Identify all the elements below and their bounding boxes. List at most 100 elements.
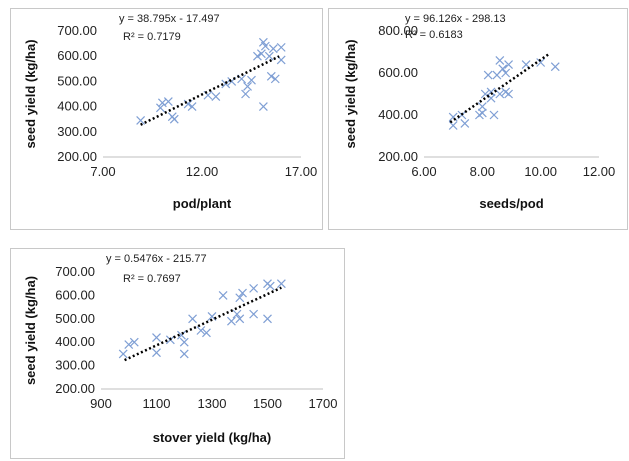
data-point — [460, 118, 470, 128]
data-point-stroke — [489, 110, 499, 120]
chart-panel-stover-yield: 200.00 300.00 400.00 500.00 600.00 700.00 900 1… — [10, 248, 345, 459]
data-point — [477, 102, 487, 112]
data-point-stroke — [243, 82, 252, 91]
data-point — [265, 281, 275, 291]
data-point-stroke — [550, 62, 560, 72]
data-point-stroke — [241, 89, 250, 99]
data-point — [249, 309, 259, 319]
data-point — [501, 68, 511, 78]
data-point-stroke — [136, 116, 146, 125]
data-point-stroke — [249, 309, 259, 319]
data-point — [268, 44, 278, 54]
data-point — [276, 42, 286, 52]
data-point-stroke — [155, 103, 165, 113]
data-point-stroke — [179, 349, 189, 359]
data-point-stroke — [221, 79, 231, 89]
data-point-stroke — [480, 89, 490, 99]
data-point — [264, 51, 274, 61]
data-point-stroke — [118, 349, 128, 359]
data-point — [169, 114, 179, 124]
y-tick-label: 400.00 — [378, 107, 418, 122]
data-point-stroke — [521, 60, 531, 70]
data-point — [235, 314, 245, 324]
data-point — [498, 64, 508, 74]
chart-panel-pod-plant: 200.00 300.00 400.00 500.00 600.00 700.00 7.00… — [10, 8, 323, 230]
data-point-stroke — [253, 51, 262, 61]
data-point — [227, 316, 236, 326]
data-point-stroke — [196, 326, 206, 335]
data-point-stroke — [218, 290, 228, 300]
data-point — [221, 79, 231, 89]
data-point — [253, 51, 262, 61]
y-tick-label: 500.00 — [55, 311, 95, 326]
y-axis-title: seed yield (kg/ha) — [23, 276, 38, 385]
data-point-stroke — [486, 93, 496, 103]
data-point-stroke — [264, 51, 274, 61]
chart-panel-seeds-pod: 200.00 400.00 600.00 800.00 6.00 8.00 10.00 12.… — [328, 8, 628, 230]
data-point — [235, 293, 245, 303]
data-point — [202, 328, 211, 338]
data-point — [483, 70, 493, 80]
data-point — [263, 314, 272, 324]
data-point-stroke — [270, 74, 280, 84]
x-tick-label: 1300 — [198, 396, 227, 411]
data-point — [504, 89, 514, 99]
trendline-r-squared: R² = 0.7697 — [123, 273, 181, 285]
data-point — [179, 337, 189, 347]
y-tick-label: 700.00 — [55, 264, 95, 279]
data-point — [124, 340, 134, 349]
x-tick-label: 1500 — [253, 396, 282, 411]
y-tick-label: 600.00 — [57, 48, 97, 63]
data-point — [270, 74, 280, 84]
trendline-equation: y = 0.5476x - 215.77 — [106, 253, 207, 265]
y-tick-label: 700.00 — [57, 23, 97, 38]
x-axis-title: seeds/pod — [479, 196, 543, 211]
data-point-stroke — [235, 314, 245, 324]
y-tick-label: 200.00 — [57, 149, 97, 164]
y-tick-label: 400.00 — [57, 99, 97, 114]
data-point — [163, 97, 173, 106]
data-point — [129, 337, 139, 347]
data-point-stroke — [448, 121, 458, 130]
data-point — [218, 290, 228, 300]
data-point-stroke — [486, 87, 496, 97]
data-point-stroke — [232, 309, 242, 319]
y-tick-label: 400.00 — [55, 334, 95, 349]
y-tick-label: 500.00 — [57, 73, 97, 88]
x-tick-label: 1700 — [309, 396, 338, 411]
y-tick-label: 300.00 — [55, 358, 95, 373]
data-point — [211, 92, 221, 101]
data-point — [495, 89, 505, 99]
x-tick-label: 12.00 — [186, 164, 219, 179]
data-point-stroke — [501, 68, 511, 78]
data-point-stroke — [504, 60, 514, 70]
data-point-stroke — [207, 312, 217, 321]
data-point-stroke — [238, 288, 247, 298]
data-point-stroke — [163, 97, 173, 106]
data-point-stroke — [268, 44, 278, 54]
x-tick-label: 900 — [90, 396, 112, 411]
data-point-stroke — [129, 337, 139, 347]
data-point — [232, 309, 242, 319]
x-tick-label: 6.00 — [411, 164, 436, 179]
data-point — [266, 71, 276, 81]
data-point-stroke — [235, 293, 245, 303]
data-point-stroke — [258, 37, 268, 47]
data-point-stroke — [477, 102, 487, 112]
y-axis-title: seed yield (kg/ha) — [23, 39, 38, 148]
y-tick-label: 600.00 — [55, 287, 95, 302]
x-tick-label: 12.00 — [583, 164, 616, 179]
data-point — [258, 102, 268, 112]
x-axis-title: stover yield (kg/ha) — [153, 430, 271, 445]
data-point — [188, 314, 197, 324]
data-point — [550, 62, 560, 72]
scatter-chart-seeds-pod: 200.00 400.00 600.00 800.00 6.00 8.00 10.00 12.… — [343, 13, 616, 211]
x-tick-label: 1100 — [143, 396, 171, 411]
data-point — [276, 279, 286, 289]
x-tick-label: 10.00 — [524, 164, 557, 179]
trendline — [449, 52, 551, 124]
y-tick-label: 200.00 — [55, 381, 95, 396]
data-point — [448, 121, 458, 130]
data-point-stroke — [504, 89, 514, 99]
data-point — [504, 60, 514, 70]
